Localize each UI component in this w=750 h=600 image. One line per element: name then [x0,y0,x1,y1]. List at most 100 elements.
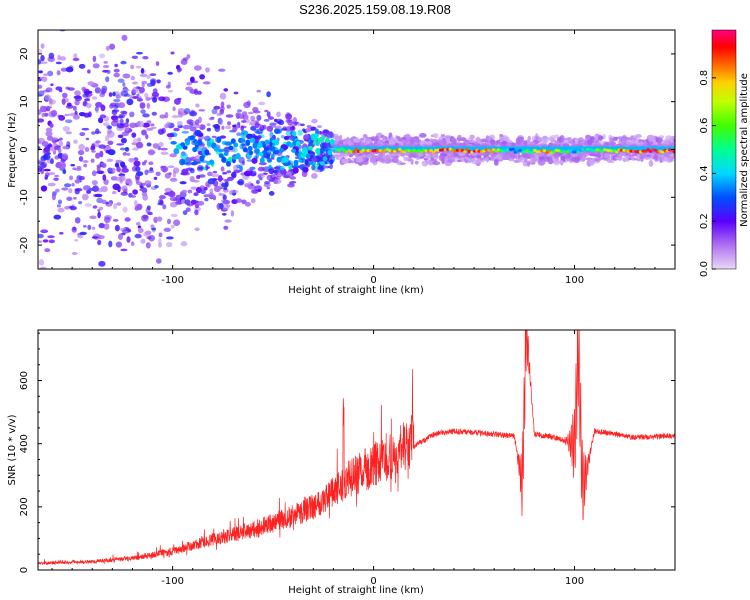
heatmap-cell [125,178,132,184]
heatmap-cell [208,117,215,121]
heatmap-cell [542,135,548,141]
heatmap-cell [289,176,296,180]
heatmap-cell [114,162,120,168]
heatmap-cell [158,142,164,147]
heatmap-cell [116,143,125,146]
heatmap-cell [96,165,101,172]
heatmap-cell [574,137,579,145]
heatmap-cell [181,168,189,176]
heatmap-cell [211,173,220,178]
heatmap-cell [366,154,373,158]
heatmap-cell [87,69,91,74]
heatmap-cell [518,156,526,163]
heatmap-cell [425,138,430,142]
heatmap-cell [353,137,360,143]
heatmap-cell [220,106,225,112]
heatmap-cell [469,134,475,140]
ridge-cell [672,150,675,154]
heatmap-cell [375,135,379,140]
heatmap-cell [248,111,254,115]
heatmap-cell [124,146,130,152]
heatmap-cell [669,159,675,162]
heatmap-cell [136,203,143,211]
heatmap-cell [136,171,144,177]
heatmap-cell [206,127,211,132]
y-tick-label: 600 [19,371,30,390]
ridge-cell [245,139,251,146]
heatmap-cell [97,211,101,219]
heatmap-cell [421,140,428,143]
heatmap-cell [126,152,131,156]
heatmap-cell [45,127,53,133]
heatmap-cell [222,213,227,216]
heatmap-cell [224,219,232,223]
heatmap-cell [74,90,81,96]
heatmap-cell [205,67,210,73]
heatmap-cell [95,101,103,108]
heatmap-cell [65,131,73,135]
heatmap-cell [335,135,341,139]
heatmap-cell [285,113,293,120]
heatmap-cell [43,168,51,172]
heatmap-cell [99,53,106,59]
heatmap-cell [64,113,71,117]
heatmap-cell [156,216,163,222]
heatmap-cell [411,153,419,158]
heatmap-cell [223,147,228,153]
heatmap-cell [145,207,151,214]
heatmap-cell [246,168,254,173]
heatmap-cell [432,161,441,166]
heatmap-cell [120,110,128,115]
heatmap-cell [235,112,242,118]
heatmap-cell [44,94,51,101]
heatmap-cell [285,131,291,136]
heatmap-cell [45,87,53,93]
heatmap-cell [167,81,171,87]
heatmap-cell [638,138,642,144]
heatmap-cell [185,162,192,166]
ridge-cell [180,142,186,147]
heatmap-cell [115,94,122,99]
heatmap-cell [118,113,125,119]
heatmap-cell [150,78,157,84]
heatmap-cell [111,167,116,174]
ridge-cell [295,140,301,146]
ridge-cell [308,145,313,151]
heatmap-cell [326,131,335,139]
heatmap-cell [446,139,451,144]
ridge-cell [547,149,551,153]
heatmap-cell [74,217,81,224]
heatmap-cell [136,93,140,97]
heatmap-cell [499,133,504,137]
heatmap-cell [232,124,237,128]
heatmap-cell [224,141,232,146]
heatmap-cell [377,140,381,146]
heatmap-cell [301,167,309,173]
heatmap-cell [59,56,67,61]
heatmap-cell [340,160,348,165]
heatmap-cell [68,188,73,194]
heatmap-cell [91,170,97,177]
y-tick-label: -10 [19,189,30,205]
heatmap-cell [581,155,586,160]
heatmap-cell [113,72,120,78]
heatmap-cell [392,157,399,164]
heatmap-cell [119,175,126,182]
ridge-band [333,146,675,152]
heatmap-cell [95,152,101,159]
heatmap-cell [236,180,243,184]
heatmap-cell [217,148,225,153]
heatmap-cell [292,165,300,169]
heatmap-cell [122,152,128,156]
heatmap-cell [198,109,206,112]
heatmap-cell [146,142,152,147]
heatmap-cell [269,131,274,139]
snr-panel: -100 0 100 0 200 400 600 Height of straight li… [7,329,676,596]
heatmap-cell [226,170,232,174]
heatmap-cell [139,73,148,78]
heatmap-cell [187,189,193,194]
heatmap-cell [109,43,116,50]
heatmap-cell [135,141,144,149]
heatmap-cell [212,180,219,187]
heatmap-cell [274,178,282,185]
